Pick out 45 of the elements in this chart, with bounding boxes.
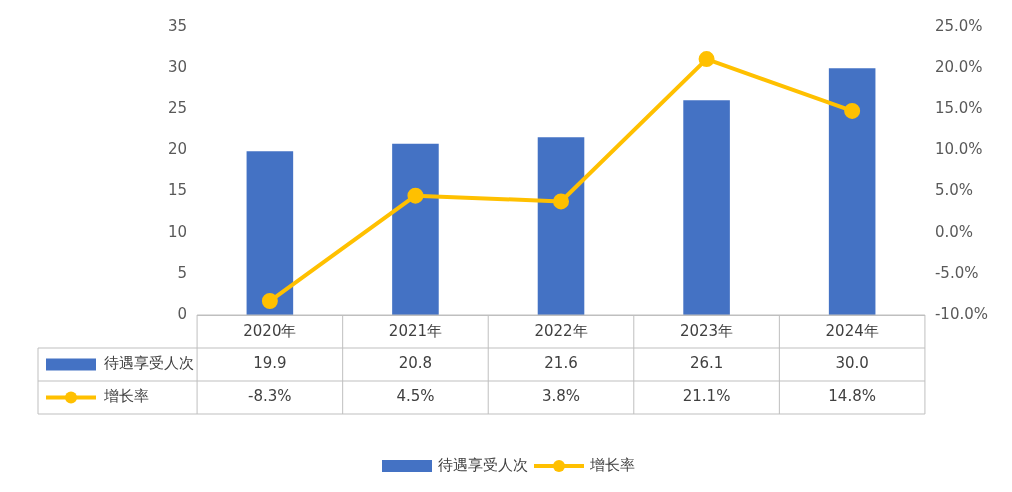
bar [828,68,876,315]
y-tick-label: 20 [167,140,188,159]
data-label: 30.0 [835,354,869,373]
y2-tick-label: 0.0% [934,222,974,241]
y2-tick-label: 10.0% [934,140,983,159]
point [407,187,424,204]
point [698,51,715,68]
point [553,193,570,210]
data-label: 19.9 [253,354,287,373]
y-tick-label: 15 [167,181,188,200]
y2-tick-label: -10.0% [934,304,989,323]
x-tick-label: 2023年 [679,321,734,340]
legend-label: 待遇享受人次 [104,354,194,373]
text: 待遇享受人次 [437,456,528,474]
y2-tick-label: -5.0% [934,263,979,282]
data-label: 21.1% [682,387,731,406]
x-tick-label: 2024年 [825,321,879,340]
data-label: 14.8% [828,387,876,406]
bar [537,137,585,315]
y-tick-label: 30 [167,58,188,77]
y2-tick-label: 15.0% [934,99,983,118]
legend-label: 增长率 [103,387,149,406]
y2-tick-label: 25.0% [934,16,983,35]
y-tick-label: 5 [177,263,188,282]
data-label: 3.8% [541,387,581,406]
y-tick-label: 0 [177,304,188,323]
data-label: -8.3% [248,387,292,406]
data-label: 4.5% [396,387,435,406]
bar [683,100,730,315]
y2-tick-label: 20.0% [934,58,983,77]
y-tick-label: 25 [167,99,188,118]
point [844,102,861,119]
point [261,293,278,310]
y-tick-label: 35 [167,16,188,35]
data-label: 21.6 [544,354,578,373]
bar [246,151,294,315]
text: 增长率 [589,456,635,474]
y2-tick-label: 5.0% [934,181,974,200]
data-label: 26.1 [689,354,724,373]
x-tick-label: 2022年 [534,321,588,340]
x-tick-label: 2020年 [243,321,297,340]
data-label: 20.8 [398,354,433,373]
x-tick-label: 2021年 [388,321,443,340]
bar [392,143,439,315]
y-tick-label: 10 [167,222,188,241]
